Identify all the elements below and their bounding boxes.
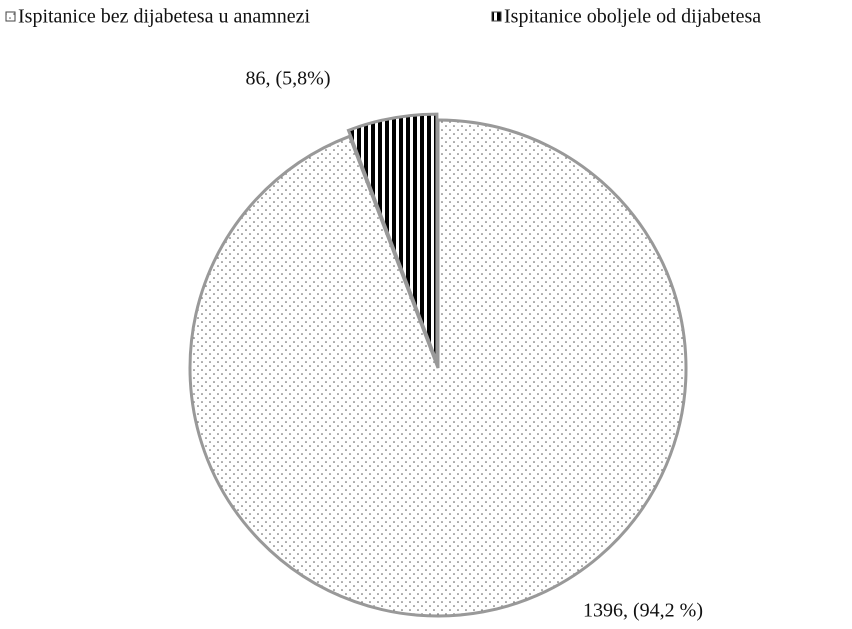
pie: 1396, (94,2 %) 86, (5,8%) [188, 68, 703, 622]
legend: Ispitanice bez dijabetesa u anamnezi Ispi… [5, 6, 761, 28]
legend-swatch [491, 11, 502, 22]
data-label: 1396, (94,2 %) [583, 600, 703, 622]
legend-label: Ispitanice bez dijabetesa u anamnezi [18, 6, 311, 28]
pie-slice [346, 112, 439, 363]
legend-swatch [5, 11, 16, 22]
pie-slice [188, 118, 688, 618]
data-label: 86, (5,8%) [246, 68, 331, 90]
legend-label: Ispitanice oboljele od dijabetesa [504, 6, 761, 28]
